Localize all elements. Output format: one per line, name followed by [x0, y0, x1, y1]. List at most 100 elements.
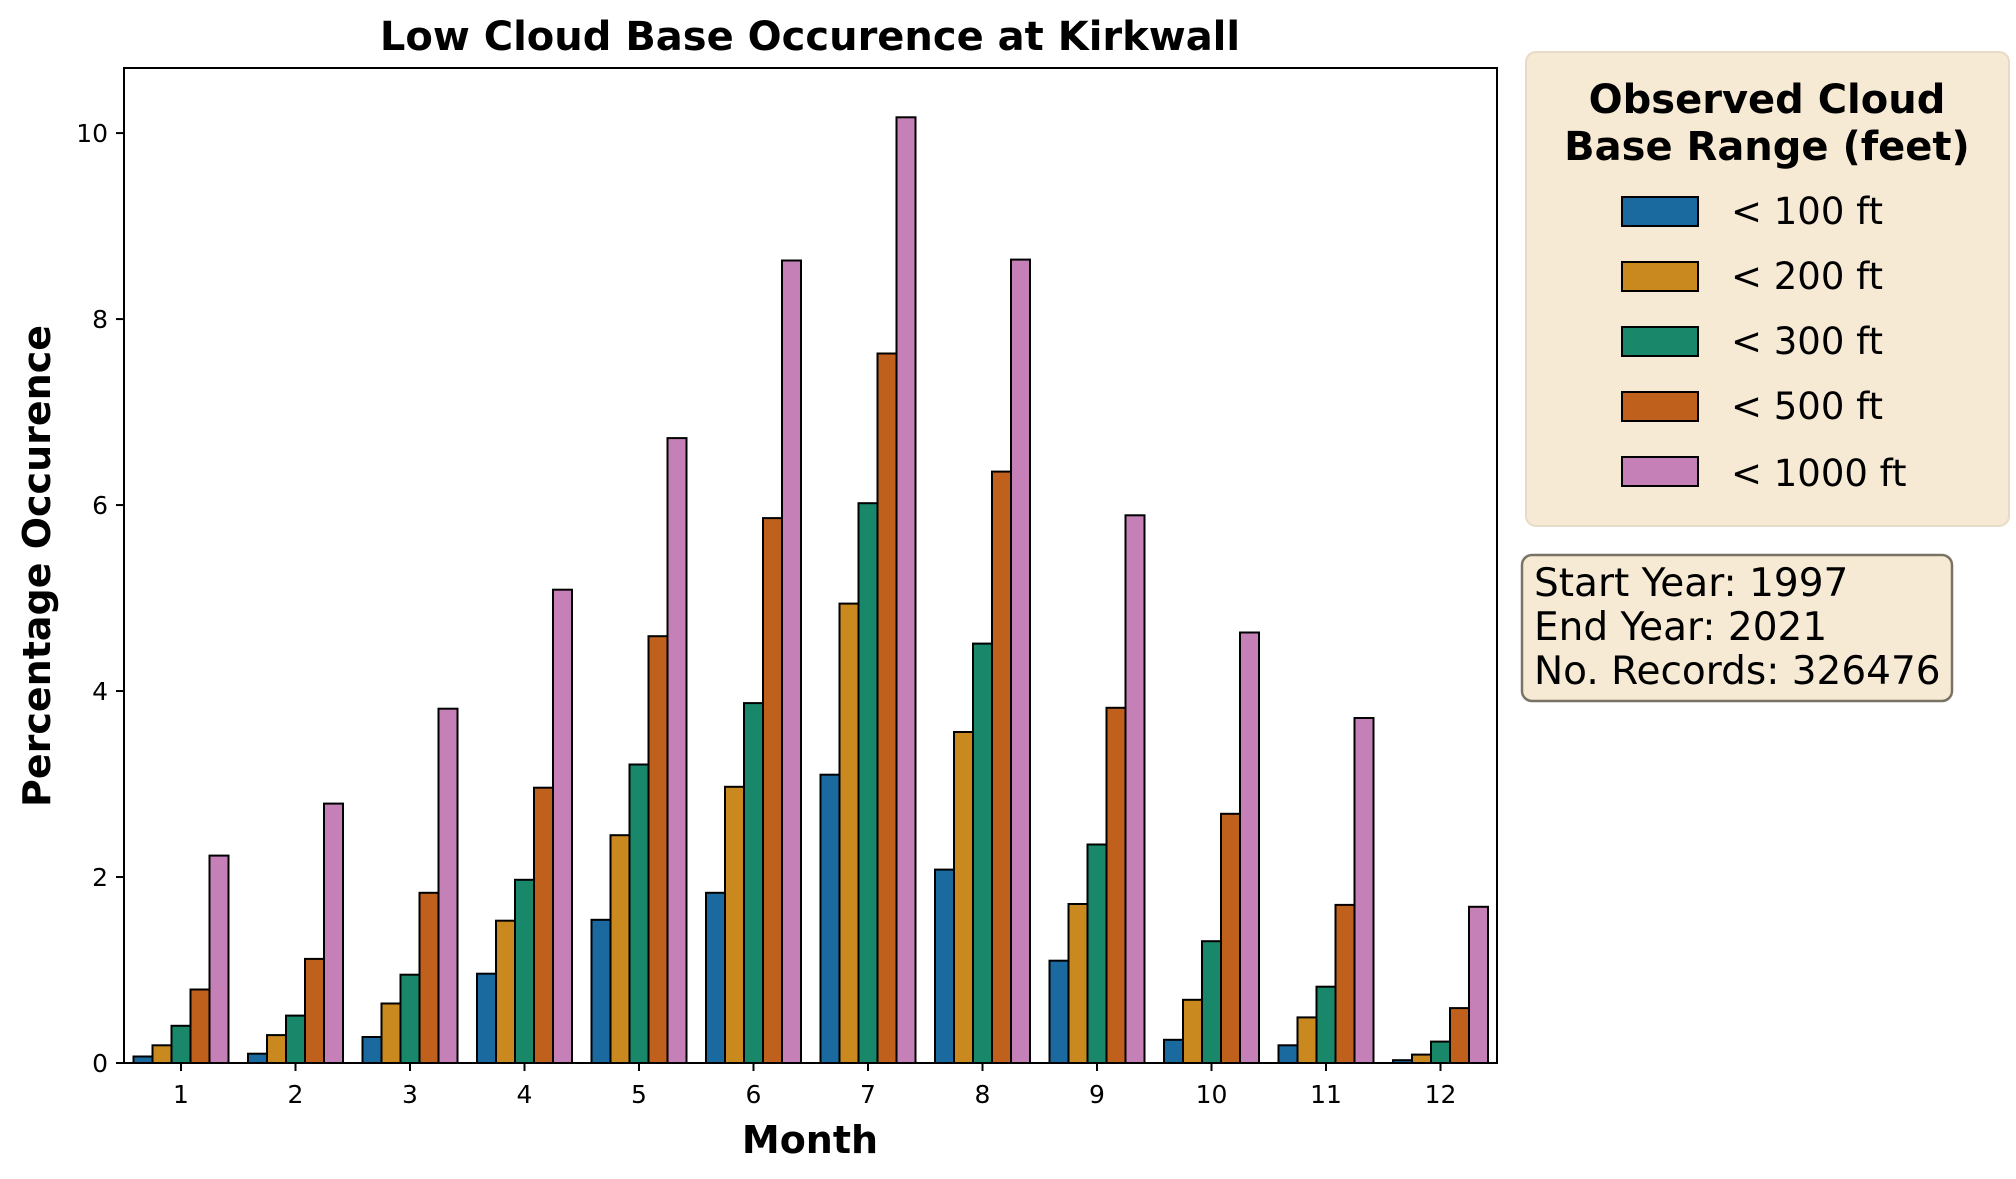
y-tick-label: 0 [92, 1049, 108, 1078]
bar [1201, 940, 1222, 1065]
x-tick-label: 8 [975, 1080, 991, 1109]
bar [1430, 1040, 1451, 1064]
legend-swatch [1621, 391, 1699, 422]
legend-label: < 300 ft [1731, 320, 1883, 363]
bar [361, 1036, 383, 1064]
x-tick-label: 5 [631, 1080, 647, 1109]
bar [1067, 903, 1089, 1064]
legend-item: < 300 ft [1621, 320, 1883, 363]
bar [495, 919, 516, 1065]
bar [876, 352, 898, 1064]
legend-item: < 1000 ft [1621, 452, 1907, 495]
info-start-year: Start Year: 1997 [1534, 561, 1848, 606]
bar [1086, 843, 1108, 1064]
bar [1124, 514, 1146, 1064]
bar [1239, 631, 1260, 1064]
legend-label: < 500 ft [1731, 385, 1883, 428]
bar [1163, 1038, 1184, 1065]
bar [819, 773, 841, 1064]
bar [628, 763, 650, 1064]
bar [972, 642, 993, 1064]
legend-label: < 1000 ft [1731, 452, 1907, 495]
legend-swatch [1621, 326, 1699, 357]
bar [743, 702, 764, 1064]
bar [304, 957, 325, 1065]
x-tick-label: 11 [1310, 1080, 1342, 1109]
x-tick-label: 2 [288, 1080, 304, 1109]
bar [266, 1034, 287, 1064]
info-box-frame [1520, 553, 1954, 703]
y-tick-label: 10 [76, 119, 108, 148]
y-tick-label: 6 [92, 491, 108, 520]
bar [399, 973, 421, 1065]
x-axis-label: Month [742, 1118, 878, 1162]
bar [1449, 1007, 1470, 1064]
plot-frame [123, 67, 1498, 1064]
legend-item: < 100 ft [1621, 190, 1883, 233]
bar [857, 502, 879, 1064]
bar [781, 259, 802, 1064]
y-tick-label: 8 [92, 305, 108, 334]
legend-swatch [1621, 196, 1699, 227]
legend-swatch [1621, 261, 1699, 292]
bar [418, 891, 440, 1064]
y-axis-label: Percentage Occurence [15, 325, 59, 807]
bar [1296, 1016, 1318, 1065]
chart-title: Low Cloud Base Occurence at Kirkwall [380, 14, 1240, 60]
bar [533, 786, 554, 1064]
legend: Observed Cloud Base Range (feet) < 100 f… [1525, 51, 2010, 527]
info-records: No. Records: 326476 [1534, 649, 1941, 694]
bar [666, 437, 688, 1065]
bar [1411, 1053, 1432, 1064]
bar [1105, 706, 1127, 1064]
bar [437, 707, 459, 1064]
bar [895, 116, 917, 1065]
info-end-year: End Year: 2021 [1534, 605, 1827, 650]
bar [609, 834, 631, 1065]
bar [1468, 905, 1489, 1064]
x-tick-label: 12 [1425, 1080, 1457, 1109]
info-box: Start Year: 1997 End Year: 2021 No. Reco… [1520, 553, 1954, 703]
legend-swatch [1621, 456, 1699, 487]
bar [1334, 903, 1356, 1065]
bar [838, 602, 860, 1064]
bar [762, 517, 783, 1064]
bar [151, 1044, 173, 1065]
bar [323, 802, 344, 1064]
legend-label: < 200 ft [1731, 255, 1883, 298]
x-tick-label: 9 [1089, 1080, 1105, 1109]
legend-label: < 100 ft [1731, 190, 1883, 233]
bar [1010, 258, 1031, 1065]
bar [1353, 717, 1375, 1064]
bar [647, 635, 669, 1064]
bar [247, 1052, 268, 1064]
bar [552, 588, 573, 1064]
bar [208, 854, 230, 1064]
bar [991, 470, 1012, 1065]
x-tick-label: 10 [1196, 1080, 1228, 1109]
x-tick-label: 6 [746, 1080, 762, 1109]
bar [1048, 959, 1070, 1065]
bar [170, 1024, 192, 1065]
bar [285, 1014, 306, 1064]
bar [1182, 998, 1203, 1064]
x-tick-label: 4 [517, 1080, 533, 1109]
bar [1277, 1044, 1299, 1065]
bar [590, 918, 612, 1064]
bar [1315, 985, 1337, 1065]
bar [953, 731, 974, 1064]
y-tick-label: 4 [92, 677, 108, 706]
legend-title-line2: Base Range (feet) [1564, 124, 1970, 170]
y-tick-label: 2 [92, 863, 108, 892]
bars-layer [132, 116, 1489, 1065]
x-tick-label: 3 [402, 1080, 418, 1109]
legend-title-line1: Observed Cloud [1589, 77, 1946, 123]
bar [514, 878, 535, 1064]
bar [705, 891, 726, 1064]
bar [189, 988, 211, 1064]
legend-item: < 500 ft [1621, 385, 1883, 428]
legend-item: < 200 ft [1621, 255, 1883, 298]
x-tick-label: 1 [173, 1080, 189, 1109]
